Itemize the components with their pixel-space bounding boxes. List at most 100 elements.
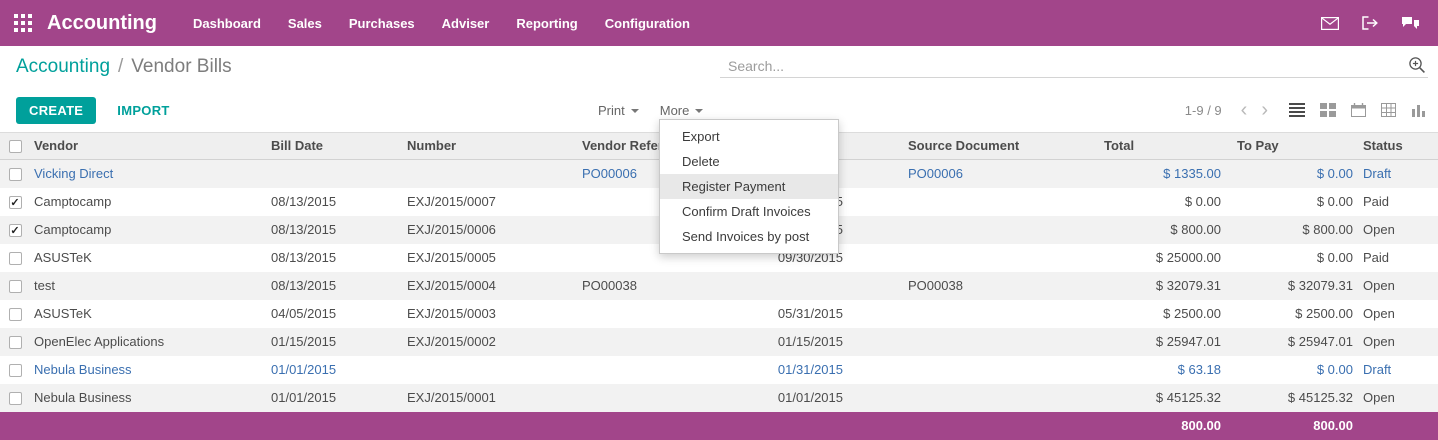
cell-number: EXJ/2015/0005 bbox=[407, 250, 496, 265]
cell-status: Open bbox=[1363, 390, 1395, 405]
row-checkbox[interactable] bbox=[8, 168, 22, 182]
header-to-pay[interactable]: To Pay bbox=[1225, 132, 1357, 160]
header-source[interactable]: Source Document bbox=[848, 132, 1100, 160]
header-status[interactable]: Status bbox=[1357, 132, 1438, 160]
header-number[interactable]: Number bbox=[403, 132, 578, 160]
dropdown-item-register-payment[interactable]: Register Payment bbox=[660, 174, 838, 199]
graph-view-icon[interactable] bbox=[1411, 103, 1426, 117]
row-checkbox[interactable]: ✓ bbox=[8, 196, 22, 210]
cell-due-date: 5 bbox=[835, 194, 843, 209]
topay-sum: 800.00 bbox=[1225, 412, 1357, 440]
cell-to-pay: $ 25947.01 bbox=[1287, 334, 1353, 349]
cell-number: EXJ/2015/0006 bbox=[407, 222, 496, 237]
dropdown-item-delete[interactable]: Delete bbox=[682, 154, 720, 169]
dropdown-item-confirm-draft-invoices[interactable]: Confirm Draft Invoices bbox=[682, 204, 811, 219]
row-checkbox[interactable] bbox=[8, 364, 22, 378]
cell-vendor: Camptocamp bbox=[34, 194, 112, 209]
table-row[interactable]: test 08/13/2015 EXJ/2015/0004 PO00038 PO0003… bbox=[0, 272, 1438, 300]
pivot-view-icon[interactable] bbox=[1381, 103, 1396, 117]
cell-bill-date: 08/13/2015 bbox=[271, 250, 337, 265]
table-row[interactable]: Nebula Business 01/01/2015 EXJ/2015/0001 01… bbox=[0, 384, 1438, 412]
cell-source bbox=[848, 188, 1100, 216]
header-total[interactable]: Total bbox=[1100, 132, 1225, 160]
menu-sales[interactable]: Sales bbox=[287, 15, 322, 31]
cell-source: PO00006 bbox=[908, 166, 963, 181]
more-dropdown-toggle[interactable]: More bbox=[660, 103, 704, 118]
cell-total: $ 63.18 bbox=[1177, 362, 1221, 377]
logout-icon[interactable] bbox=[1362, 16, 1378, 30]
search-input[interactable] bbox=[720, 56, 1408, 74]
cell-vendor: test bbox=[34, 278, 55, 293]
kanban-view-icon[interactable] bbox=[1320, 103, 1336, 117]
cell-checkbox: ✓ bbox=[0, 188, 30, 216]
header-vendor[interactable]: Vendor bbox=[30, 132, 267, 160]
apps-grid-icon[interactable] bbox=[14, 14, 32, 32]
cell-total: $ 0.00 bbox=[1184, 194, 1221, 209]
menu-purchases[interactable]: Purchases bbox=[348, 15, 415, 31]
print-dropdown-toggle[interactable]: Print bbox=[598, 103, 639, 118]
import-button[interactable]: IMPORT bbox=[111, 102, 175, 119]
row-checkbox[interactable] bbox=[8, 392, 22, 406]
envelope-icon[interactable] bbox=[1321, 16, 1339, 30]
cell-number: EXJ/2015/0002 bbox=[407, 334, 496, 349]
breadcrumb-parent[interactable]: Accounting bbox=[16, 56, 111, 77]
table-row[interactable]: ✓ Camptocamp 08/13/2015 EXJ/2015/0007 5 $ 0.0… bbox=[0, 188, 1438, 216]
cell-vendor-ref bbox=[578, 356, 728, 384]
cell-checkbox: ✓ bbox=[0, 216, 30, 244]
menu-reporting[interactable]: Reporting bbox=[516, 15, 578, 31]
cell-bill-date: 04/05/2015 bbox=[271, 306, 337, 321]
control-row: CREATE IMPORT Print More 1-9 / 9 ‹ › bbox=[0, 88, 1438, 132]
cell-vendor: Nebula Business bbox=[34, 390, 132, 405]
total-sum: 800.00 bbox=[1100, 412, 1225, 440]
cell-bill-date: 01/15/2015 bbox=[271, 334, 337, 349]
caret-down-icon bbox=[695, 109, 704, 113]
view-switcher bbox=[1289, 103, 1426, 117]
list-view-icon[interactable] bbox=[1289, 103, 1305, 117]
pager-next-button[interactable]: › bbox=[1261, 99, 1268, 121]
cell-vendor: Camptocamp bbox=[34, 222, 112, 237]
pager-prev-button[interactable]: ‹ bbox=[1240, 99, 1248, 121]
row-checkbox[interactable] bbox=[8, 336, 22, 350]
table-row[interactable]: ASUSTeK 04/05/2015 EXJ/2015/0003 05/31/2015… bbox=[0, 300, 1438, 328]
create-button[interactable]: CREATE bbox=[16, 96, 97, 124]
messages-icon[interactable] bbox=[1401, 16, 1420, 30]
menu-configuration[interactable]: Configuration bbox=[604, 15, 690, 31]
cell-source bbox=[848, 300, 1100, 328]
topbar-right-icons bbox=[1321, 16, 1420, 30]
cell-due-date: 05/31/2015 bbox=[777, 306, 843, 321]
cell-status: Draft bbox=[1363, 166, 1392, 181]
table-body: Vicking Direct PO00006 PO00006 $ 1335.00 $ 0… bbox=[0, 159, 1438, 412]
cell-bill-date: 08/13/2015 bbox=[271, 278, 337, 293]
magnifier-plus-icon[interactable] bbox=[1408, 56, 1426, 74]
cell-checkbox bbox=[0, 356, 30, 384]
dropdown-item-export[interactable]: Export bbox=[682, 129, 720, 144]
table-row[interactable]: OpenElec Applications 01/15/2015 EXJ/2015/… bbox=[0, 328, 1438, 356]
calendar-view-icon[interactable] bbox=[1351, 103, 1366, 117]
header-bill-date[interactable]: Bill Date bbox=[267, 132, 403, 160]
cell-checkbox bbox=[0, 384, 30, 412]
row-checkbox[interactable] bbox=[8, 252, 22, 266]
cell-number bbox=[403, 160, 578, 189]
row-checkbox[interactable] bbox=[8, 280, 22, 294]
breadcrumb-current: Vendor Bills bbox=[131, 56, 232, 77]
cell-status: Draft bbox=[1363, 362, 1392, 377]
cell-total: $ 45125.32 bbox=[1155, 390, 1221, 405]
select-all-checkbox[interactable] bbox=[8, 140, 22, 154]
cell-source bbox=[848, 244, 1100, 272]
menu-dashboard[interactable]: Dashboard bbox=[193, 15, 261, 31]
cell-vendor-ref bbox=[578, 300, 728, 328]
cell-vendor-ref bbox=[578, 384, 728, 412]
table-row[interactable]: Nebula Business 01/01/2015 01/31/2015 $ 63.… bbox=[0, 356, 1438, 384]
row-checkbox[interactable] bbox=[8, 308, 22, 322]
cell-due-date: 5 bbox=[835, 222, 843, 237]
header-select-all[interactable] bbox=[0, 132, 30, 160]
cell-checkbox bbox=[0, 328, 30, 356]
cell-vendor-ref: PO00038 bbox=[582, 278, 637, 293]
cell-number: EXJ/2015/0004 bbox=[407, 278, 496, 293]
menu-adviser[interactable]: Adviser bbox=[441, 15, 490, 31]
topbar-nav: Dashboard Sales Purchases Adviser Reporting C… bbox=[193, 16, 690, 31]
cell-number: EXJ/2015/0001 bbox=[407, 390, 496, 405]
row-checkbox[interactable]: ✓ bbox=[8, 224, 22, 238]
cell-to-pay: $ 0.00 bbox=[1316, 362, 1353, 377]
dropdown-item-send-invoices-by-post[interactable]: Send Invoices by post bbox=[682, 229, 810, 244]
